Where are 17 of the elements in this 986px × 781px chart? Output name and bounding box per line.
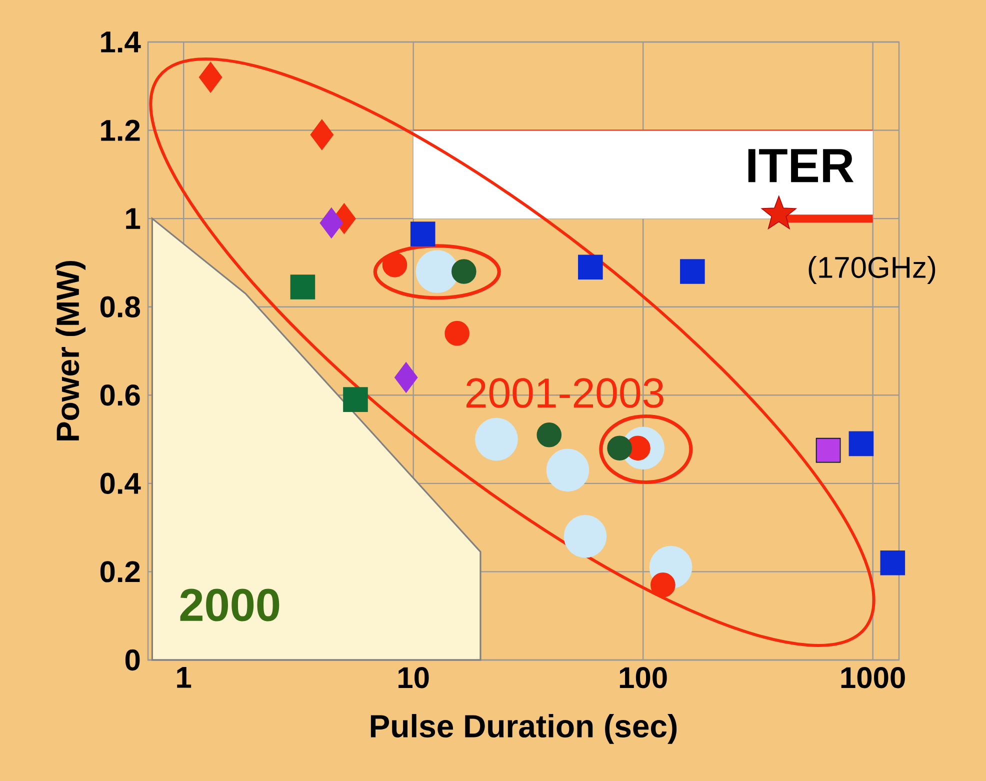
y-axis-title: Power (MW)	[56, 261, 86, 440]
y-tick-label: 0.2	[100, 561, 140, 582]
annotation: ITER	[748, 149, 854, 182]
x-axis-title: Pulse Duration (sec)	[370, 714, 677, 744]
y-tick-label: 0.6	[100, 384, 140, 406]
x-tick-label: 100	[620, 667, 667, 688]
x-tick-label: 1000	[841, 667, 905, 688]
y-tick-label: 1	[126, 208, 140, 229]
x-tick-label: 1	[177, 667, 192, 688]
annotation: (170GHz)	[808, 256, 936, 284]
y-tick-label: 1.2	[101, 120, 140, 141]
y-tick-label: 0.4	[100, 472, 141, 494]
y-tick-label: 0	[125, 649, 140, 671]
y-tick-label: 0.8	[100, 296, 140, 318]
y-tick-label: 1.4	[101, 32, 141, 52]
x-tick-label: 10	[398, 667, 429, 688]
annotation: 2000	[180, 588, 280, 622]
